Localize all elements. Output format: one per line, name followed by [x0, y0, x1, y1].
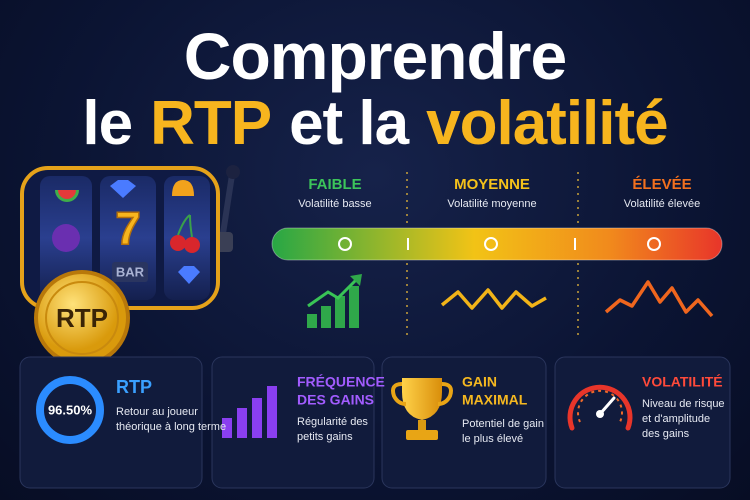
card-title: RTP: [116, 377, 152, 397]
title-word: RTP: [150, 89, 272, 158]
card-description: petits gains: [297, 431, 353, 443]
slot-symbol: BAR: [116, 264, 145, 279]
rtp-ring: [36, 376, 104, 444]
scale-description: Volatilité élevée: [624, 198, 700, 210]
card-title: GAIN: [462, 374, 497, 390]
coin-label: RTP: [56, 303, 108, 333]
frequency-icon: [222, 386, 277, 438]
title-word: le: [82, 89, 133, 158]
card-title: VOLATILITÉ: [642, 374, 723, 390]
title-word: Comprendre: [183, 19, 567, 93]
scale-description: Volatilité basse: [298, 198, 371, 210]
card-description: théorique à long terme: [116, 421, 226, 433]
rtp-coin-rim: [45, 281, 119, 355]
gauge-icon: [567, 384, 633, 431]
card-title: DES GAINS: [297, 392, 374, 408]
scale-description: Volatilité moyenne: [447, 198, 536, 210]
rtp-badge: 96.50%: [48, 402, 93, 417]
growth-icon: [307, 274, 362, 328]
card-description: Niveau de risque: [642, 398, 725, 410]
medium-icon: [440, 288, 547, 310]
scale-label: MOYENNE: [454, 176, 530, 193]
slot-symbol: 7: [115, 202, 141, 254]
scale-label: FAIBLE: [308, 176, 361, 193]
title-line: Comprendre: [0, 18, 750, 94]
scale-label: ÉLEVÉE: [632, 176, 691, 193]
card-description: des gains: [642, 428, 690, 440]
scale-markers: [338, 237, 661, 251]
title-word: et la: [289, 89, 409, 158]
card-title: MAXIMAL: [462, 392, 528, 408]
card-description: Retour au joueur: [116, 406, 198, 418]
high-icon: [604, 280, 714, 318]
card-description: et d'amplitude: [642, 413, 710, 425]
card-description: Régularité des: [297, 416, 368, 428]
trophy-icon: [391, 378, 453, 440]
card-description: Potentiel de gain: [462, 418, 544, 430]
title-line: le RTP et la volatilité: [0, 88, 750, 159]
title-word: volatilité: [426, 89, 669, 158]
card-description: le plus élevé: [462, 433, 523, 445]
card-title: FRÉQUENCE: [297, 374, 385, 390]
cards: [19, 356, 731, 489]
